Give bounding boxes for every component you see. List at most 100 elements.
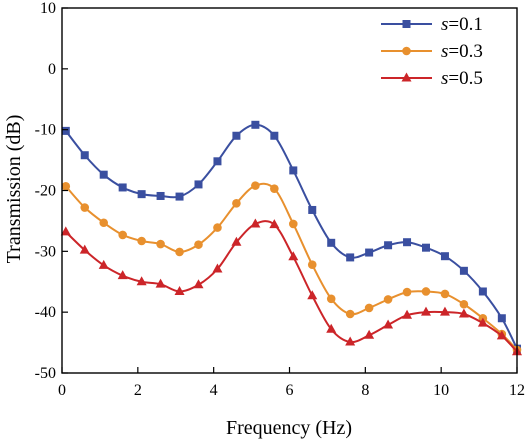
data-point [402,309,413,319]
data-point [98,259,109,269]
data-point [80,203,90,212]
data-point [346,253,355,262]
data-point [194,180,203,189]
axes-layer: 0 2 4 6 8 10 12 10 0 -10 -20 -30 -40 -50 [35,0,525,399]
data-point [174,285,185,295]
data-point [269,219,280,229]
data-point [232,198,241,208]
y-tick-label: -30 [35,243,56,260]
y-tick-label: 0 [48,61,56,78]
data-point [60,226,71,236]
data-point [403,238,412,247]
data-point [137,236,146,246]
data-point [496,330,507,340]
data-point [212,263,223,273]
data-point [251,120,260,129]
data-point [459,299,469,309]
data-point [307,290,318,300]
data-point [308,205,317,214]
y-tick-label: 10 [40,0,56,17]
data-point [288,251,299,261]
data-point [289,166,298,175]
data-point [440,289,450,299]
data-point [99,218,109,228]
data-point [327,238,336,247]
legend-item: s=0.3 [381,41,483,62]
data-point [402,287,412,297]
data-point [421,287,431,296]
data-point [137,190,146,199]
x-tick-label: 4 [210,382,218,399]
data-point [118,230,127,240]
data-point [61,181,71,191]
data-point [251,181,260,190]
data-point [213,223,222,232]
data-point [365,248,374,257]
legend-label: s=0.3 [441,41,483,62]
data-point [383,295,393,304]
legend-marker [402,20,411,28]
y-axis-label: Transmission (dB) [3,115,25,264]
data-point [79,244,90,254]
data-point [213,157,222,166]
data-point [175,192,184,201]
series-1 [61,120,521,353]
legend: s=0.1 s=0.3 s=0.5 [381,14,483,89]
data-point [477,317,488,327]
data-point [384,241,393,250]
x-tick-label: 2 [134,382,142,399]
series-line [65,182,518,351]
data-point [194,240,203,249]
data-point [307,260,317,270]
data-point [155,278,166,288]
legend-marker [402,46,411,56]
legend-item: s=0.5 [381,68,483,89]
data-point [326,323,337,333]
data-point [250,218,261,228]
data-point [136,276,147,286]
data-point [326,294,336,304]
x-tick-label: 6 [286,382,294,399]
data-point [80,151,89,160]
legend-label: s=0.5 [441,68,483,89]
data-point [231,236,242,246]
data-point [61,126,70,135]
series-2 [61,181,522,355]
data-point [422,243,430,252]
data-point [156,191,165,200]
x-axis-label: Frequency (Hz) [226,417,352,439]
data-point [497,314,506,323]
series-3 [60,218,522,356]
data-point [99,170,108,179]
data-point [459,266,468,275]
data-point [383,319,394,329]
plot-layer [60,120,522,356]
data-point [232,131,241,140]
data-point [117,270,128,280]
legend-item: s=0.1 [381,14,483,35]
data-point [118,183,127,192]
legend-marker [401,72,412,82]
data-point [288,219,298,229]
data-point [270,184,279,193]
x-tick-label: 10 [433,382,449,399]
series-line [65,220,518,353]
data-point [156,239,165,249]
x-tick-label: 8 [361,382,369,399]
data-point [345,309,355,319]
x-tick-label: 12 [509,382,525,399]
data-point [175,247,184,257]
data-point [439,306,450,316]
data-point [270,131,279,140]
legend-label: s=0.1 [441,14,483,35]
data-point [345,336,356,346]
data-point [364,329,375,339]
x-tick-label: 0 [58,382,66,399]
y-tick-label: -10 [35,122,56,139]
data-point [478,287,487,296]
data-point [193,279,204,289]
data-point [364,303,374,313]
y-tick-label: -40 [35,304,56,321]
data-point [458,308,469,318]
